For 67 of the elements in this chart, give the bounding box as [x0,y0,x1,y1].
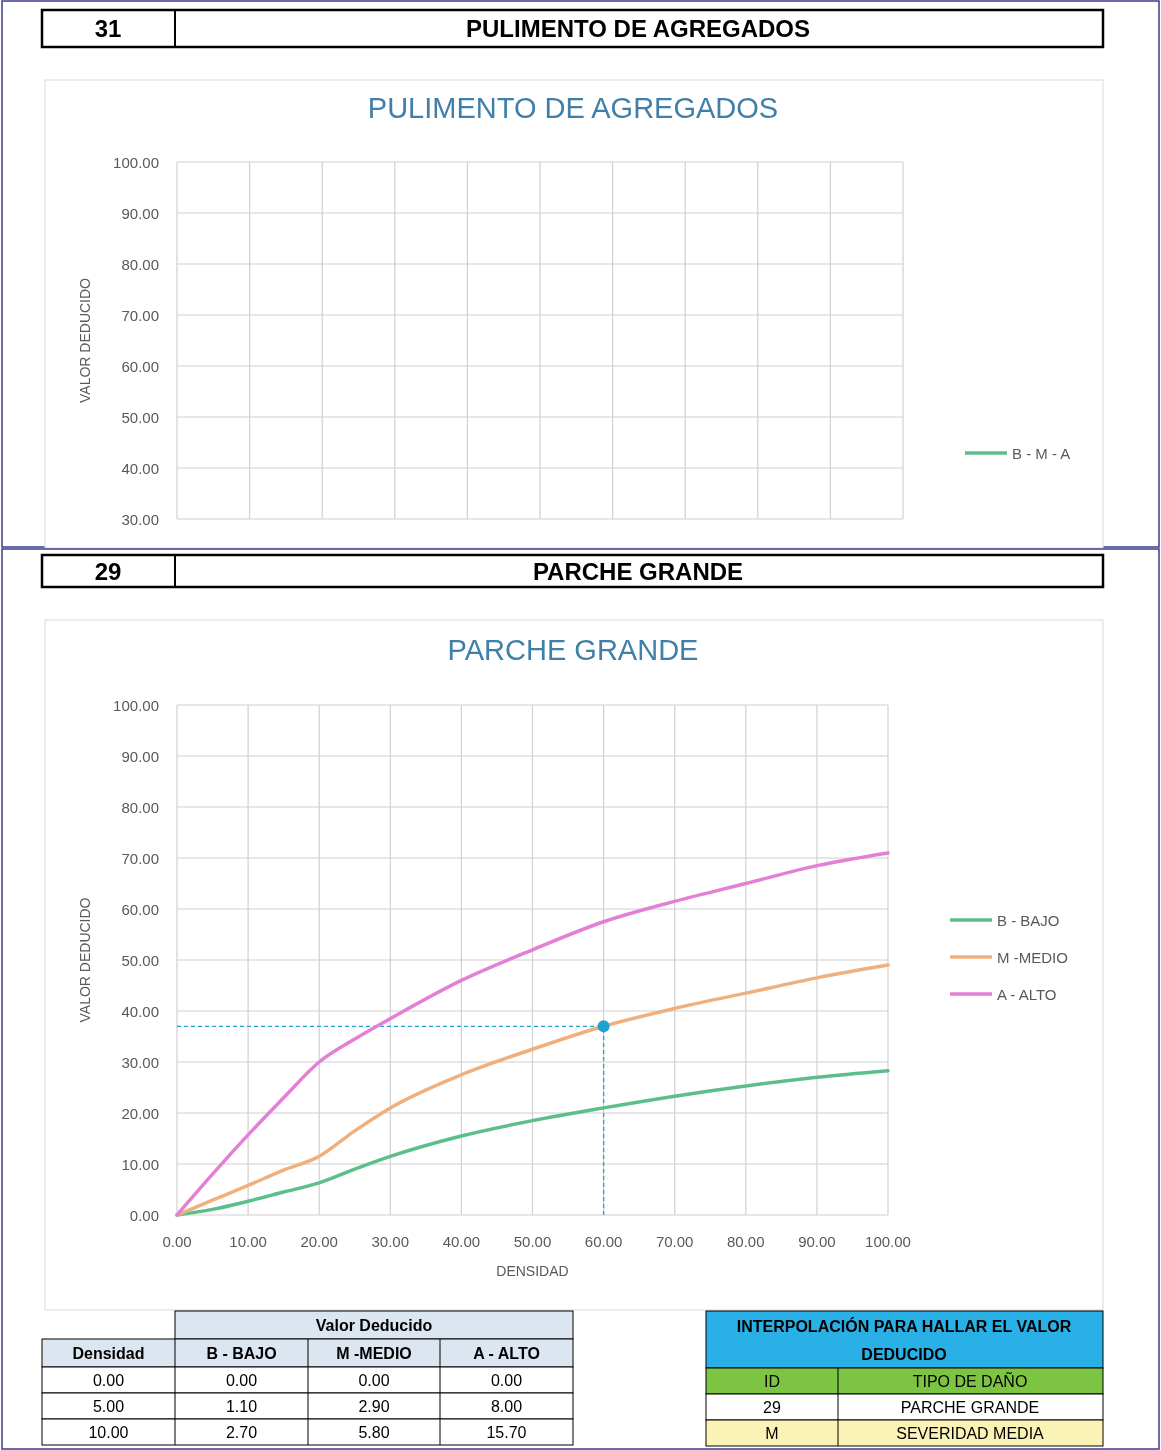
y-axis-title: VALOR DEDUCIDO [77,277,93,403]
y-tick-label: 60.00 [121,900,159,918]
y-tick-label: 80.00 [121,798,159,816]
text: PULIMENTO DE AGREGADOS [465,15,811,42]
y-tick-label: 90.00 [121,204,159,222]
y-tick-label: 40.00 [121,1002,159,1020]
y-tick-label: 20.00 [121,1104,159,1122]
text: 31 [94,15,122,42]
y-tick-label: 30.00 [121,510,159,528]
text: 0.00 [358,1371,390,1389]
x-tick-label: 80.00 [727,1232,765,1250]
text: A - ALTO [473,1344,540,1362]
x-tick-label: 0.00 [162,1232,192,1250]
text: Valor Deducido [315,1316,433,1334]
x-axis-title: DENSIDAD [496,1263,569,1279]
y-tick-label: 80.00 [121,255,159,273]
y-tick-label: 100.00 [113,696,159,714]
text: 0.00 [92,1371,125,1389]
y-tick-label: 10.00 [121,1155,159,1173]
text: PARCHE GRANDE [900,1398,1040,1416]
y-tick-label: 0.00 [129,1206,159,1224]
text: 5.00 [92,1397,125,1415]
y-tick-label: 30.00 [121,1053,159,1071]
y-tick-label: 100.00 [113,153,159,171]
y-tick-label: 70.00 [121,306,159,324]
legend-label: B - BAJO [997,911,1060,929]
text: PARCHE GRANDE [532,557,744,585]
text: INTERPOLACIÓN PARA HALLAR EL VALOR DEDUCIDO [736,1316,1072,1363]
x-tick-label: 100.00 [865,1232,911,1250]
text: 29 [94,557,122,585]
y-axis-title: VALOR DEDUCIDO [77,897,93,1023]
x-tick-label: 40.00 [442,1232,481,1250]
text: 29 [763,1398,781,1416]
x-tick-label: 50.00 [513,1232,552,1250]
text: 5.80 [358,1423,390,1441]
x-tick-label: 70.00 [655,1232,694,1250]
text: 1.10 [225,1397,258,1415]
legend-label: B - M - A [1012,444,1071,462]
x-tick-label: 20.00 [300,1232,338,1250]
text: 0.00 [225,1371,258,1389]
x-tick-label: 60.00 [584,1232,623,1250]
y-tick-label: 90.00 [121,747,159,765]
y-tick-label: 70.00 [121,849,159,867]
text: 2.90 [358,1397,390,1415]
x-tick-label: 30.00 [371,1232,410,1250]
y-tick-label: 40.00 [121,459,159,477]
text: M [765,1424,779,1442]
text: 0.00 [490,1371,523,1389]
chart-title: PULIMENTO DE AGREGADOS [367,92,779,124]
chart-title: PARCHE GRANDE [447,634,699,666]
text: ID [764,1372,780,1390]
legend-label: M -MEDIO [997,948,1068,966]
y-tick-label: 50.00 [121,408,159,426]
x-tick-label: 90.00 [798,1232,836,1250]
y-tick-label: 50.00 [121,951,159,969]
text: B - BAJO [206,1344,277,1362]
text: 15.70 [486,1423,527,1441]
text: M -MEDIO [336,1344,412,1362]
y-tick-label: 60.00 [121,357,159,375]
text: Densidad [72,1344,145,1362]
text: 10.00 [88,1423,129,1441]
text: TIPO DE DAÑO [912,1370,1028,1390]
legend-label: A - ALTO [997,985,1057,1003]
text: SEVERIDAD MEDIA [896,1424,1045,1442]
text: 8.00 [490,1397,523,1415]
x-tick-label: 10.00 [229,1232,267,1250]
text: 2.70 [225,1423,258,1441]
